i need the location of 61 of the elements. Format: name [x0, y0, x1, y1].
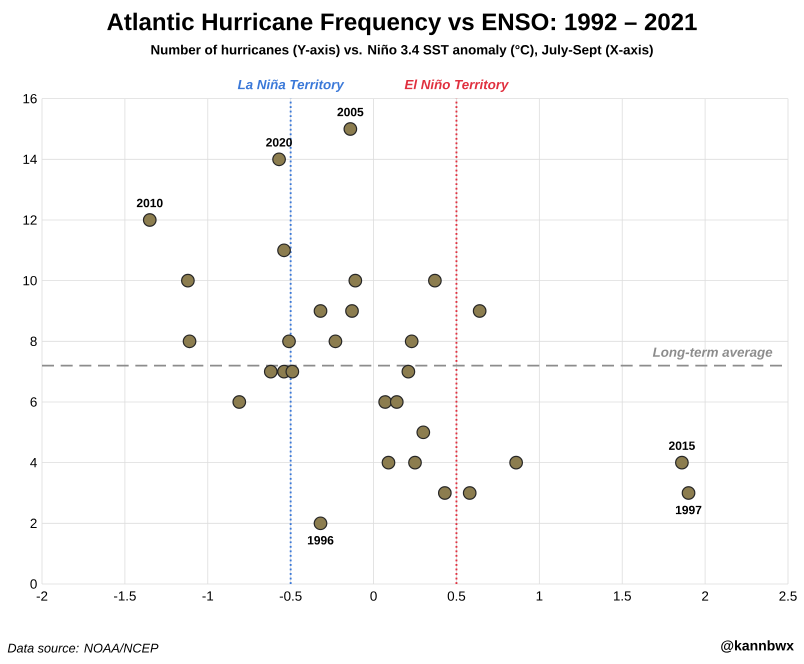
- ref-line-label: La Niña Territory: [238, 80, 344, 92]
- point: [343, 122, 358, 136]
- x-tick-label: 1.5: [614, 591, 631, 601]
- point: [462, 486, 477, 500]
- ref-line-label: El Niño Territory: [404, 80, 509, 92]
- annotation: 1997: [676, 506, 702, 514]
- chart-subtitle: Number of hurricanes (Y-axis) vs. Niño 3.4 SST anomaly (°C), July-Sept (X-axis): [151, 44, 653, 58]
- point: [232, 395, 246, 409]
- point: [675, 456, 689, 470]
- point: [314, 516, 328, 530]
- point: [404, 334, 419, 348]
- point: [182, 334, 196, 348]
- point: [142, 213, 157, 227]
- y-tick-label: 12: [23, 215, 37, 225]
- point: [428, 274, 442, 288]
- y-tick-label: 10: [23, 276, 37, 286]
- annotation: 1996: [308, 536, 334, 545]
- point: [282, 334, 296, 348]
- point: [378, 395, 392, 409]
- annotation: 2020: [266, 138, 292, 147]
- y-tick-label: 14: [23, 154, 37, 164]
- x-tick-label: -1.5: [114, 591, 136, 601]
- chart-title: Atlantic Hurricane Frequency vs ENSO: 1992 – 2021: [107, 12, 697, 36]
- point: [682, 486, 696, 500]
- y-tick-label: 0: [30, 579, 37, 589]
- point: [382, 456, 396, 470]
- annotation: 2005: [337, 108, 364, 116]
- point: [402, 364, 416, 379]
- annotation: 2010: [136, 198, 163, 208]
- point: [438, 486, 452, 500]
- y-tick-label: 2: [30, 518, 37, 528]
- point: [277, 243, 291, 258]
- y-tick-label: 4: [30, 458, 37, 468]
- y-tick-label: 6: [30, 397, 37, 407]
- text: @kannbwx: [721, 640, 794, 653]
- x-tick-label: 0.5: [448, 591, 466, 601]
- point: [314, 304, 328, 318]
- x-tick-label: 2.5: [779, 591, 797, 601]
- x-tick-label: -0.5: [280, 591, 302, 601]
- point: [472, 304, 487, 318]
- annotation: 2015: [668, 441, 695, 450]
- point: [328, 334, 342, 348]
- point: [345, 304, 359, 318]
- ref-line-label: Long-term average: [652, 348, 772, 360]
- x-tick-label: 2: [702, 591, 708, 601]
- x-tick-label: -1: [202, 591, 214, 601]
- point: [272, 152, 286, 166]
- point: [509, 456, 523, 470]
- x-tick-label: 1: [536, 591, 542, 601]
- point: [390, 395, 404, 409]
- point: [264, 364, 278, 379]
- x-tick-label: 0: [370, 591, 377, 601]
- x-tick-label: -2: [36, 591, 48, 601]
- point: [285, 364, 300, 379]
- point: [416, 425, 430, 440]
- y-tick-label: 8: [30, 336, 37, 346]
- source-note: Data source: NOAA/NCEP: [8, 643, 158, 653]
- point: [348, 274, 362, 288]
- point: [181, 274, 195, 288]
- point: [408, 456, 422, 470]
- y-tick-label: 16: [23, 94, 37, 104]
